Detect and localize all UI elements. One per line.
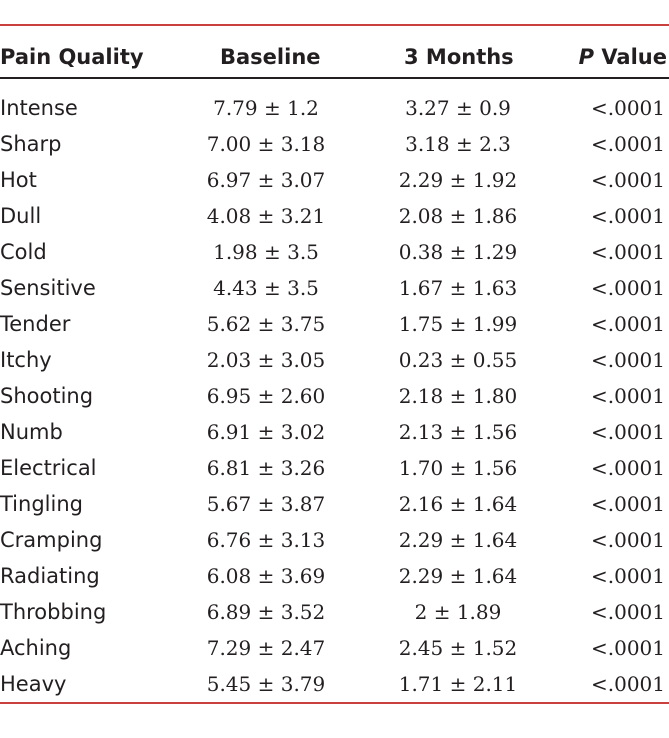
p-value-cell: <.0001: [590, 96, 665, 120]
baseline-cell: 5.62 ± 3.75: [206, 312, 326, 336]
p-value-cell: <.0001: [590, 240, 665, 264]
three-months-cell: 1.67 ± 1.63: [398, 276, 518, 300]
pain-quality-cell: Numb: [0, 420, 63, 444]
p-value-cell: <.0001: [590, 492, 665, 516]
table-row: Cold 1.98 ± 3.5 0.38 ± 1.29 <.0001: [0, 234, 669, 270]
table-row: Hot 6.97 ± 3.07 2.29 ± 1.92 <.0001: [0, 162, 669, 198]
header-baseline: Baseline: [220, 45, 321, 69]
pain-quality-cell: Throbbing: [0, 600, 107, 624]
table-row: Tingling 5.67 ± 3.87 2.16 ± 1.64 <.0001: [0, 486, 669, 522]
table-row: Electrical 6.81 ± 3.26 1.70 ± 1.56 <.0001: [0, 450, 669, 486]
three-months-cell: 2.29 ± 1.64: [398, 528, 518, 552]
table-row: Aching 7.29 ± 2.47 2.45 ± 1.52 <.0001: [0, 630, 669, 666]
three-months-cell: 2 ± 1.89: [414, 600, 502, 624]
table-row: Cramping 6.76 ± 3.13 2.29 ± 1.64 <.0001: [0, 522, 669, 558]
table-row: Tender 5.62 ± 3.75 1.75 ± 1.99 <.0001: [0, 306, 669, 342]
baseline-cell: 1.98 ± 3.5: [213, 240, 319, 264]
table-row: Intense 7.79 ± 1.2 3.27 ± 0.9 <.0001: [0, 90, 669, 126]
p-value-cell: <.0001: [590, 276, 665, 300]
pain-quality-cell: Aching: [0, 636, 72, 660]
table-row: Radiating 6.08 ± 3.69 2.29 ± 1.64 <.0001: [0, 558, 669, 594]
pain-quality-cell: Tender: [0, 312, 71, 336]
table-bottom-rule: [0, 702, 669, 704]
baseline-cell: 7.79 ± 1.2: [213, 96, 319, 120]
table-row: Dull 4.08 ± 3.21 2.08 ± 1.86 <.0001: [0, 198, 669, 234]
three-months-cell: 0.38 ± 1.29: [398, 240, 518, 264]
table-row: Heavy 5.45 ± 3.79 1.71 ± 2.11 <.0001: [0, 666, 669, 702]
p-value-cell: <.0001: [590, 348, 665, 372]
table-row: Numb 6.91 ± 3.02 2.13 ± 1.56 <.0001: [0, 414, 669, 450]
baseline-cell: 2.03 ± 3.05: [206, 348, 326, 372]
pain-quality-cell: Sharp: [0, 132, 62, 156]
three-months-cell: 2.18 ± 1.80: [398, 384, 518, 408]
three-months-cell: 1.70 ± 1.56: [398, 456, 518, 480]
pain-quality-cell: Electrical: [0, 456, 97, 480]
table-row: Shooting 6.95 ± 2.60 2.18 ± 1.80 <.0001: [0, 378, 669, 414]
baseline-cell: 6.91 ± 3.02: [206, 420, 326, 444]
p-value-cell: <.0001: [590, 528, 665, 552]
baseline-cell: 6.81 ± 3.26: [206, 456, 326, 480]
baseline-cell: 5.45 ± 3.79: [206, 672, 326, 696]
pain-quality-cell: Tingling: [0, 492, 83, 516]
p-value-cell: <.0001: [590, 564, 665, 588]
p-value-cell: <.0001: [590, 312, 665, 336]
baseline-cell: 6.08 ± 3.69: [206, 564, 326, 588]
p-value-cell: <.0001: [590, 636, 665, 660]
baseline-cell: 4.43 ± 3.5: [213, 276, 319, 300]
pain-quality-cell: Sensitive: [0, 276, 96, 300]
p-value-cell: <.0001: [590, 204, 665, 228]
baseline-cell: 7.00 ± 3.18: [206, 132, 326, 156]
baseline-cell: 6.89 ± 3.52: [206, 600, 326, 624]
three-months-cell: 3.18 ± 2.3: [405, 132, 511, 156]
pain-quality-cell: Cramping: [0, 528, 103, 552]
three-months-cell: 2.13 ± 1.56: [398, 420, 518, 444]
pain-quality-cell: Intense: [0, 96, 78, 120]
baseline-cell: 5.67 ± 3.87: [206, 492, 326, 516]
three-months-cell: 2.45 ± 1.52: [398, 636, 518, 660]
header-value-text: Value: [594, 45, 667, 69]
pain-quality-cell: Shooting: [0, 384, 94, 408]
header-p-italic: P: [578, 45, 595, 69]
baseline-cell: 4.08 ± 3.21: [206, 204, 326, 228]
pain-quality-cell: Dull: [0, 204, 42, 228]
p-value-cell: <.0001: [590, 384, 665, 408]
p-value-cell: <.0001: [590, 168, 665, 192]
p-value-cell: <.0001: [590, 456, 665, 480]
three-months-cell: 2.16 ± 1.64: [398, 492, 518, 516]
pain-quality-cell: Radiating: [0, 564, 100, 588]
table-row: Sharp 7.00 ± 3.18 3.18 ± 2.3 <.0001: [0, 126, 669, 162]
three-months-cell: 2.08 ± 1.86: [398, 204, 518, 228]
pain-quality-cell: Heavy: [0, 672, 67, 696]
pain-quality-cell: Hot: [0, 168, 37, 192]
three-months-cell: 0.23 ± 0.55: [398, 348, 518, 372]
header-pain-quality: Pain Quality: [0, 45, 144, 69]
table-header-rule: [0, 77, 669, 79]
p-value-cell: <.0001: [590, 132, 665, 156]
table-row: Throbbing 6.89 ± 3.52 2 ± 1.89 <.0001: [0, 594, 669, 630]
header-p-value: P Value: [579, 40, 667, 74]
table-top-rule: [0, 24, 669, 26]
pain-quality-cell: Cold: [0, 240, 47, 264]
three-months-cell: 2.29 ± 1.92: [398, 168, 518, 192]
three-months-cell: 3.27 ± 0.9: [405, 96, 511, 120]
header-3-months: 3 Months: [404, 45, 514, 69]
baseline-cell: 6.95 ± 2.60: [206, 384, 326, 408]
table-body: Intense 7.79 ± 1.2 3.27 ± 0.9 <.0001 Sharp 7.…: [0, 90, 669, 702]
table-row: Sensitive 4.43 ± 3.5 1.67 ± 1.63 <.0001: [0, 270, 669, 306]
three-months-cell: 2.29 ± 1.64: [398, 564, 518, 588]
three-months-cell: 1.75 ± 1.99: [398, 312, 518, 336]
p-value-cell: <.0001: [590, 672, 665, 696]
pain-quality-cell: Itchy: [0, 348, 52, 372]
p-value-cell: <.0001: [590, 600, 665, 624]
baseline-cell: 6.97 ± 3.07: [206, 168, 326, 192]
three-months-cell: 1.71 ± 2.11: [398, 672, 518, 696]
p-value-cell: <.0001: [590, 420, 665, 444]
baseline-cell: 6.76 ± 3.13: [206, 528, 326, 552]
baseline-cell: 7.29 ± 2.47: [206, 636, 326, 660]
table-row: Itchy 2.03 ± 3.05 0.23 ± 0.55 <.0001: [0, 342, 669, 378]
